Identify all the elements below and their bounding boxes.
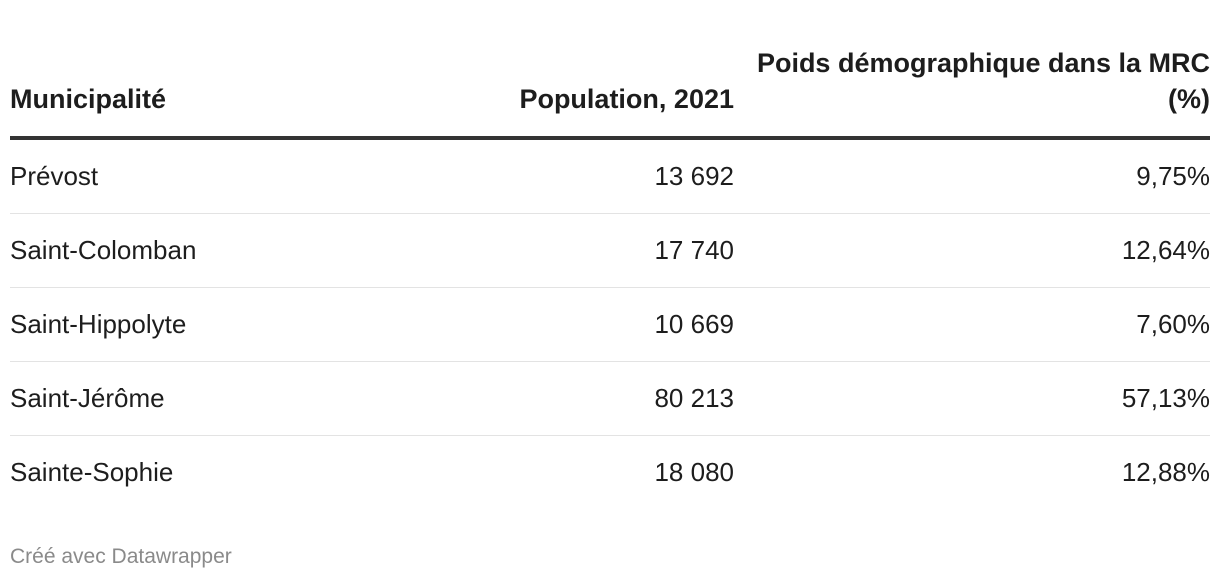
table-row: Saint-Colomban 17 740 12,64% xyxy=(10,213,1210,288)
table-row: Sainte-Sophie 18 080 12,88% xyxy=(10,436,1210,510)
header-population[interactable]: Population, 2021 xyxy=(490,40,734,140)
cell-poids: 9,75% xyxy=(734,138,1210,214)
header-row: Municipalité Population, 2021 Poids démo… xyxy=(10,40,1210,140)
cell-municipalite: Sainte-Sophie xyxy=(10,457,174,487)
table-header: Municipalité Population, 2021 Poids démo… xyxy=(10,40,1210,140)
cell-poids: 12,64% xyxy=(734,213,1210,288)
cell-municipalite: Saint-Colomban xyxy=(10,213,490,288)
data-table: Municipalité Population, 2021 Poids démo… xyxy=(10,40,1210,509)
table-body: Prévost 13 692 9,75% Saint-Colomban 17 7… xyxy=(10,138,1210,509)
header-poids[interactable]: Poids démographique dans la MRC (%) xyxy=(734,40,1210,140)
cell-poids: 12,88% xyxy=(1121,457,1210,487)
cell-municipalite: Saint-Hippolyte xyxy=(10,287,490,362)
data-table-container: Municipalité Population, 2021 Poids démo… xyxy=(10,40,1210,509)
cell-population: 80 213 xyxy=(490,361,734,436)
cell-population: 17 740 xyxy=(490,213,734,288)
cell-municipalite: Saint-Jérôme xyxy=(10,361,490,436)
cell-population: 18 080 xyxy=(654,457,734,487)
header-municipalite[interactable]: Municipalité xyxy=(10,40,490,140)
table-row: Saint-Jérôme 80 213 57,13% xyxy=(10,361,1210,436)
table-row: Saint-Hippolyte 10 669 7,60% xyxy=(10,287,1210,362)
table-row: Prévost 13 692 9,75% xyxy=(10,138,1210,214)
cell-population: 13 692 xyxy=(490,138,734,214)
cell-poids: 7,60% xyxy=(734,287,1210,362)
cell-municipalite: Prévost xyxy=(10,138,490,214)
cell-poids: 57,13% xyxy=(734,361,1210,436)
datawrapper-credit[interactable]: Créé avec Datawrapper xyxy=(10,545,232,568)
cell-population: 10 669 xyxy=(490,287,734,362)
